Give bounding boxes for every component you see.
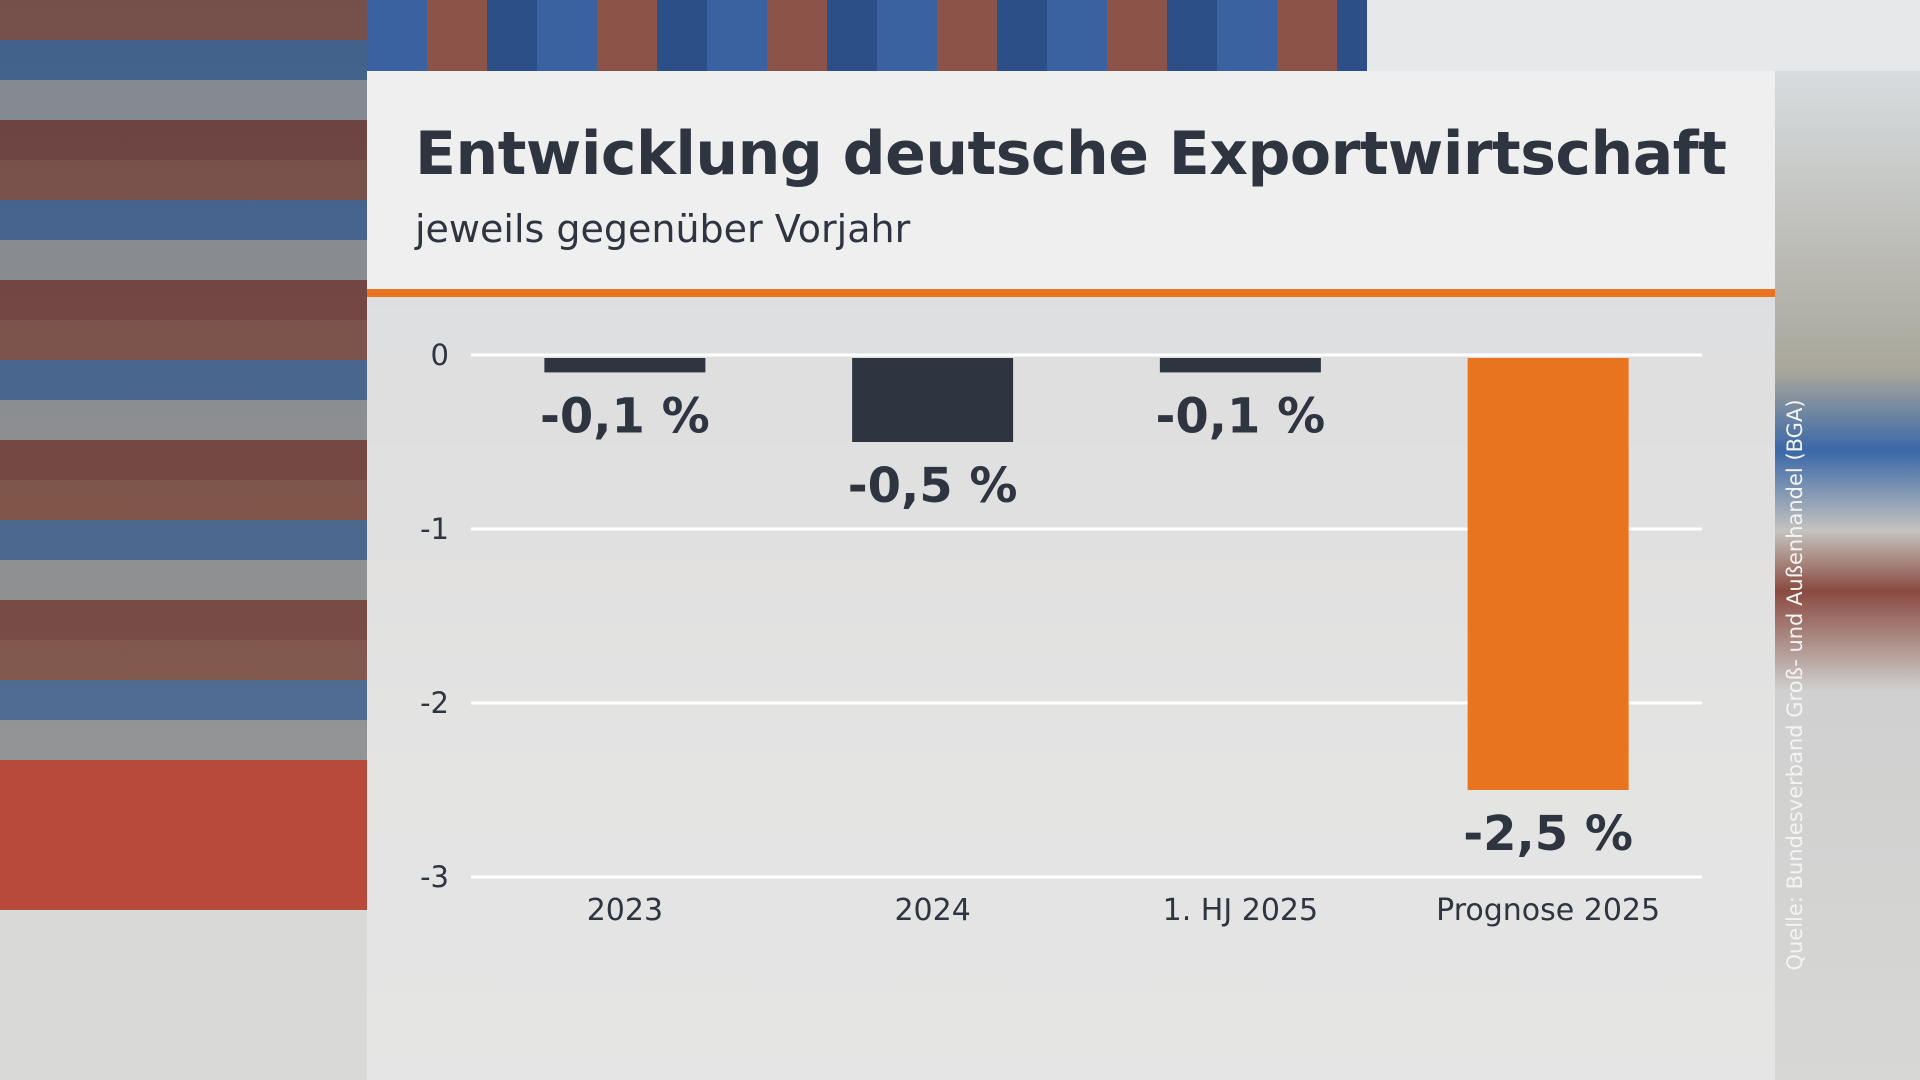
y-tick-label: -3: [420, 860, 449, 894]
data-label: -0,5 %: [848, 458, 1018, 514]
x-tick-label: 2023: [587, 893, 663, 928]
x-tick-label: 2024: [894, 893, 970, 928]
y-tick-label: -2: [420, 686, 449, 720]
chart-subtitle: jeweils gegenüber Vorjahr: [415, 207, 911, 251]
data-label: -2,5 %: [1463, 806, 1633, 862]
background-photo-sky: [1367, 0, 1920, 71]
bar: [1159, 358, 1321, 373]
chart-title: Entwicklung deutsche Exportwirtschaft: [415, 119, 1727, 189]
bar: [852, 358, 1014, 442]
y-tick-label: 0: [431, 338, 449, 372]
background-photo-top: [367, 0, 1367, 71]
y-tick-label: -1: [420, 512, 449, 546]
data-label: -0,1 %: [1155, 388, 1325, 444]
x-tick-label: Prognose 2025: [1436, 893, 1660, 928]
source-note: Quelle: Bundesverband Groß- und Außenhan…: [1783, 399, 1807, 971]
bar: [1467, 358, 1629, 790]
chart-header: Entwicklung deutsche Exportwirtschaft je…: [367, 71, 1775, 289]
background-photo-trucks: [0, 760, 367, 1080]
bar: [544, 358, 706, 373]
data-label: -0,1 %: [540, 388, 710, 444]
x-tick-label: 1. HJ 2025: [1163, 893, 1318, 928]
background-photo-right: [1775, 71, 1920, 1080]
accent-rule: [367, 289, 1775, 297]
